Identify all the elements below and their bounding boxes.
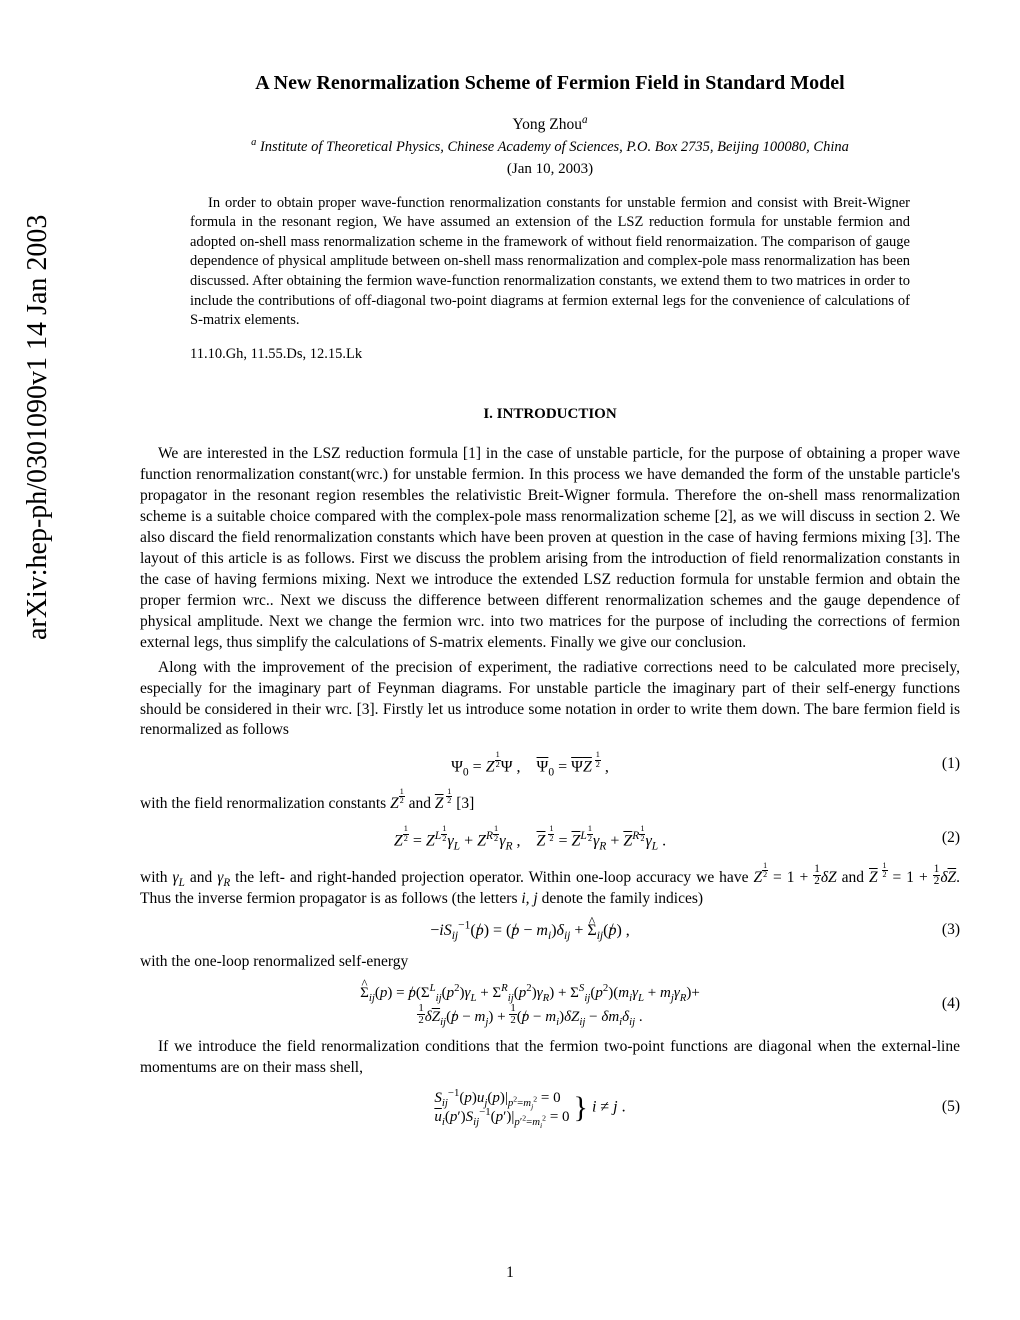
abstract-text: In order to obtain proper wave-function … — [190, 195, 910, 328]
para1-text: We are interested in the LSZ reduction f… — [140, 445, 960, 650]
para5-text: with the one-loop renormalized self-ener… — [140, 953, 408, 970]
author-name: Yong Zhou — [512, 116, 582, 133]
para3-post: [3] — [452, 795, 474, 812]
abstract: In order to obtain proper wave-function … — [190, 194, 910, 331]
paper-date: (Jan 10, 2003) — [140, 159, 960, 179]
eq3-body: −iSij−1(p) = (p − mi)δij + Σij(p) , — [140, 920, 920, 942]
equation-4: Σij(p) = p(ΣLij(p2)γL + ΣRij(p2)γR) + ΣS… — [140, 983, 960, 1028]
equation-1: Ψ0 = Z12Ψ , Ψ0 = ΨZ 12 , (1) — [140, 751, 960, 778]
eq5-num: (5) — [920, 1097, 960, 1118]
para2-text: Along with the improvement of the precis… — [140, 659, 960, 739]
affil-text: Institute of Theoretical Physics, Chines… — [256, 139, 849, 155]
equation-3: −iSij−1(p) = (p − mi)δij + Σij(p) , (3) — [140, 920, 960, 942]
para4-ij: i, j — [521, 890, 537, 907]
para4-mid1: and — [185, 869, 217, 886]
author-sup: a — [582, 114, 588, 126]
paragraph-6: If we introduce the field renormalizatio… — [140, 1037, 960, 1079]
author-line: Yong Zhoua — [140, 115, 960, 136]
para3-pre: with the field renormalization constants — [140, 795, 390, 812]
equation-2: Z12 = ZL12γL + ZR12γR , Z 12 = ZL12γR + … — [140, 825, 960, 852]
paragraph-4: with γL and γR the left- and right-hande… — [140, 862, 960, 910]
para4-mid3: and — [837, 869, 869, 886]
eq2-body: Z12 = ZL12γL + ZR12γR , Z 12 = ZL12γR + … — [140, 825, 920, 852]
paragraph-2: Along with the improvement of the precis… — [140, 658, 960, 742]
section-heading: I. INTRODUCTION — [140, 404, 960, 424]
eq1-body: Ψ0 = Z12Ψ , Ψ0 = ΨZ 12 , — [140, 751, 920, 778]
eq3-num: (3) — [920, 920, 960, 941]
paragraph-3: with the field renormalization constants… — [140, 788, 960, 815]
eq5-body: Sij−1(p)uj(p)|p2=mj2 = 0 ui(p′)Sij−1(p′)… — [140, 1089, 920, 1127]
page-number: 1 — [0, 1264, 1020, 1282]
eq4-num: (4) — [920, 994, 960, 1015]
eq2-num: (2) — [920, 828, 960, 849]
para4-pre: with — [140, 869, 173, 886]
paper-title: A New Renormalization Scheme of Fermion … — [140, 70, 960, 97]
affiliation: a Institute of Theoretical Physics, Chin… — [140, 138, 960, 158]
paragraph-5: with the one-loop renormalized self-ener… — [140, 952, 960, 973]
para4-mid2: the left- and right-handed projection op… — [230, 869, 753, 886]
equation-5: Sij−1(p)uj(p)|p2=mj2 = 0 ui(p′)Sij−1(p′)… — [140, 1089, 960, 1127]
para6-text: If we introduce the field renormalizatio… — [140, 1038, 960, 1076]
arxiv-identifier: arXiv:hep-ph/0301090v1 14 Jan 2003 — [22, 215, 54, 640]
para4-end: denote the family indices) — [538, 890, 703, 907]
eq4-body: Σij(p) = p(ΣLij(p2)γL + ΣRij(p2)γR) + ΣS… — [140, 983, 920, 1028]
eq1-num: (1) — [920, 754, 960, 775]
pacs-codes: 11.10.Gh, 11.55.Ds, 12.15.Lk — [190, 345, 960, 365]
paragraph-1: We are interested in the LSZ reduction f… — [140, 444, 960, 653]
page-content: A New Renormalization Scheme of Fermion … — [140, 0, 960, 1127]
